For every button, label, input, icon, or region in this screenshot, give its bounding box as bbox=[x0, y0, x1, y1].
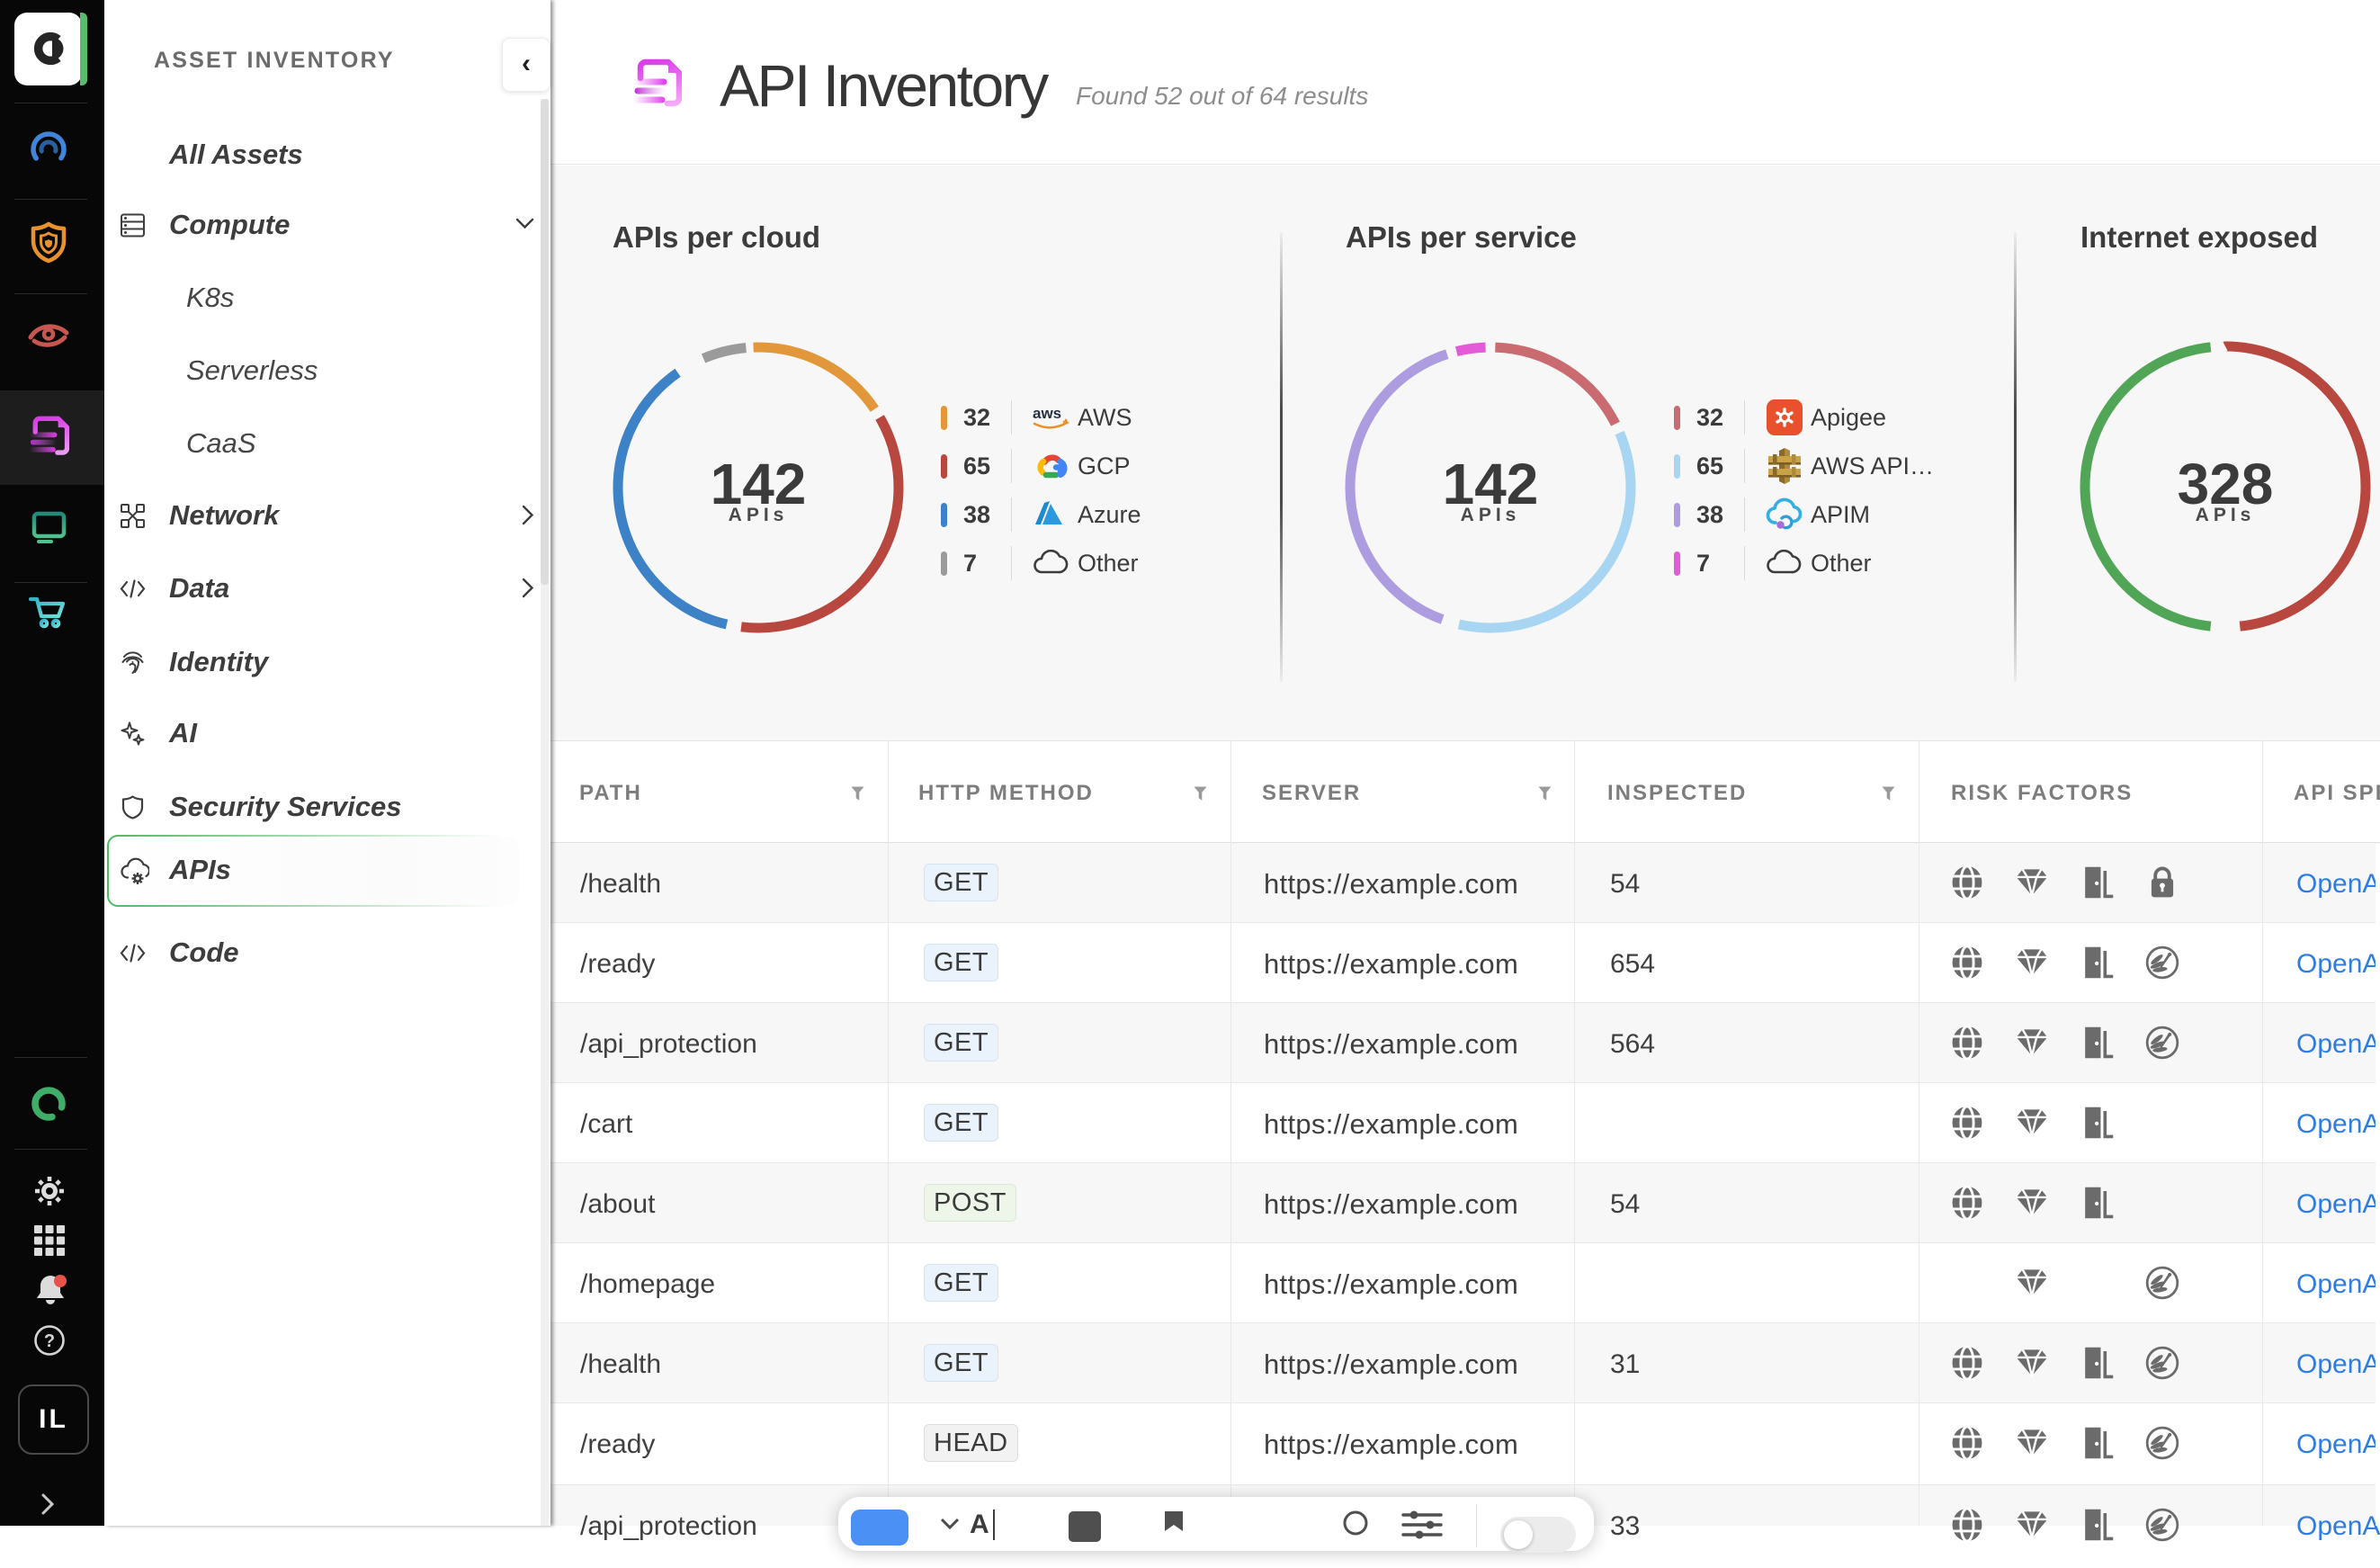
svg-text:aws: aws bbox=[1033, 405, 1061, 422]
svg-text:?: ? bbox=[44, 1331, 55, 1351]
